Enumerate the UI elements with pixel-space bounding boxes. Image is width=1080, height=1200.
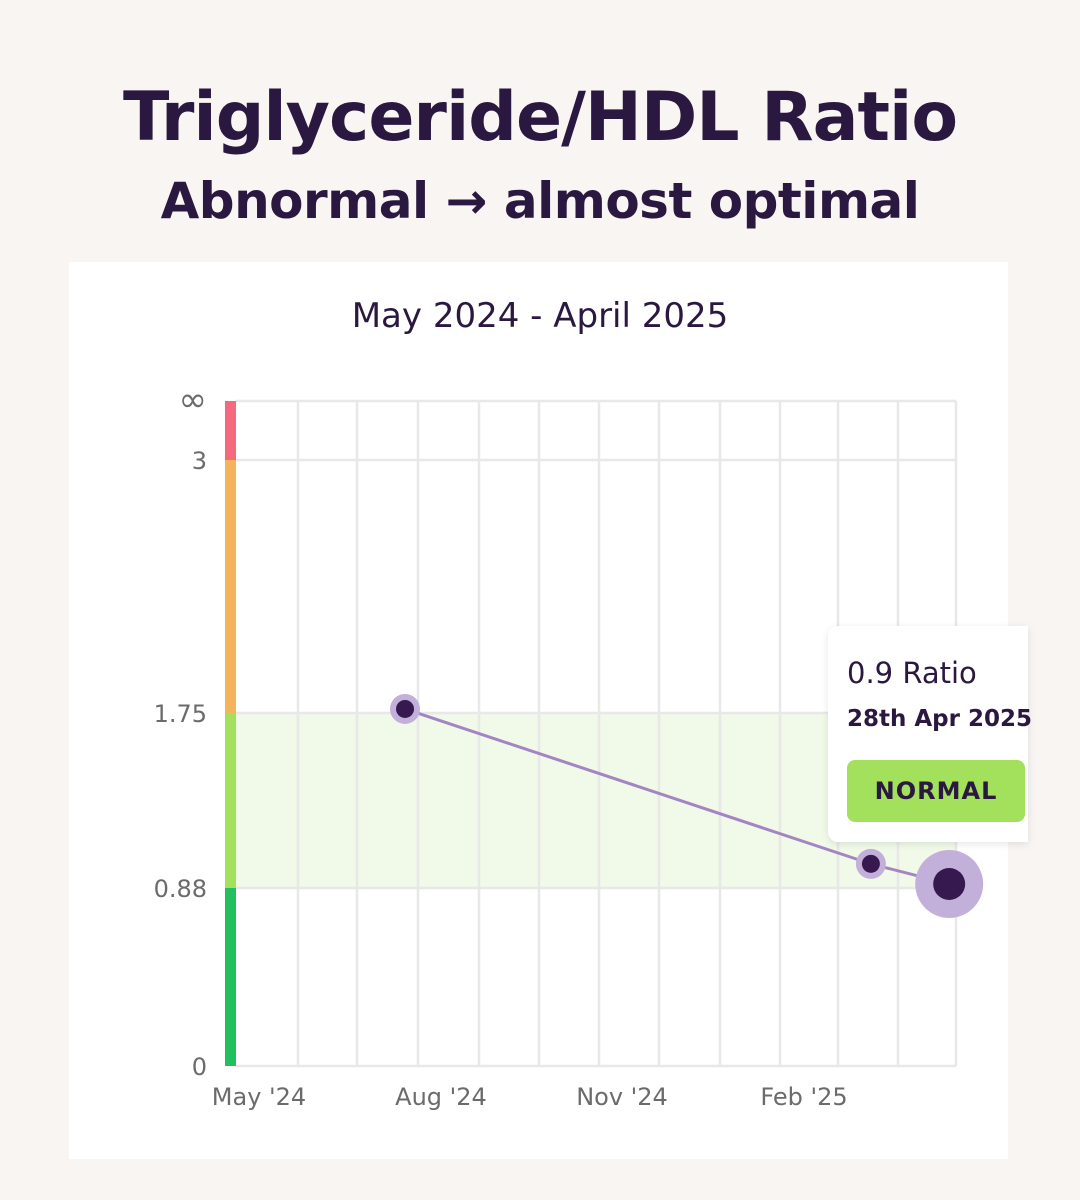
page-subtitle: Abnormal → almost optimal (160, 172, 920, 230)
selected-data-point (933, 867, 966, 900)
range-segment (225, 460, 236, 713)
y-tick-label: 0.88 (154, 875, 207, 903)
x-tick-label: May '24 (212, 1083, 306, 1111)
range-segment (225, 401, 236, 460)
x-tick-label: Nov '24 (576, 1083, 668, 1111)
y-tick-label: 3 (192, 447, 207, 475)
x-tick-label: Aug '24 (395, 1083, 487, 1111)
page-title: Triglyceride/HDL Ratio (122, 78, 958, 157)
data-point-tooltip: 0.9 Ratio 28th Apr 2025 NORMAL (828, 626, 1032, 842)
x-tick-label: Feb '25 (760, 1083, 847, 1111)
y-tick-label: ∞ (179, 380, 207, 420)
y-tick-label: 1.75 (154, 700, 207, 728)
chart-title: May 2024 - April 2025 (351, 296, 729, 336)
y-tick-label: 0 (192, 1053, 207, 1081)
tooltip-value: 0.9 Ratio (847, 656, 977, 690)
data-point (396, 699, 415, 718)
status-badge: NORMAL (847, 760, 1025, 822)
data-point (861, 854, 880, 873)
range-segment (225, 888, 236, 1066)
range-segment (225, 713, 236, 888)
tooltip-date: 28th Apr 2025 (847, 706, 1033, 732)
